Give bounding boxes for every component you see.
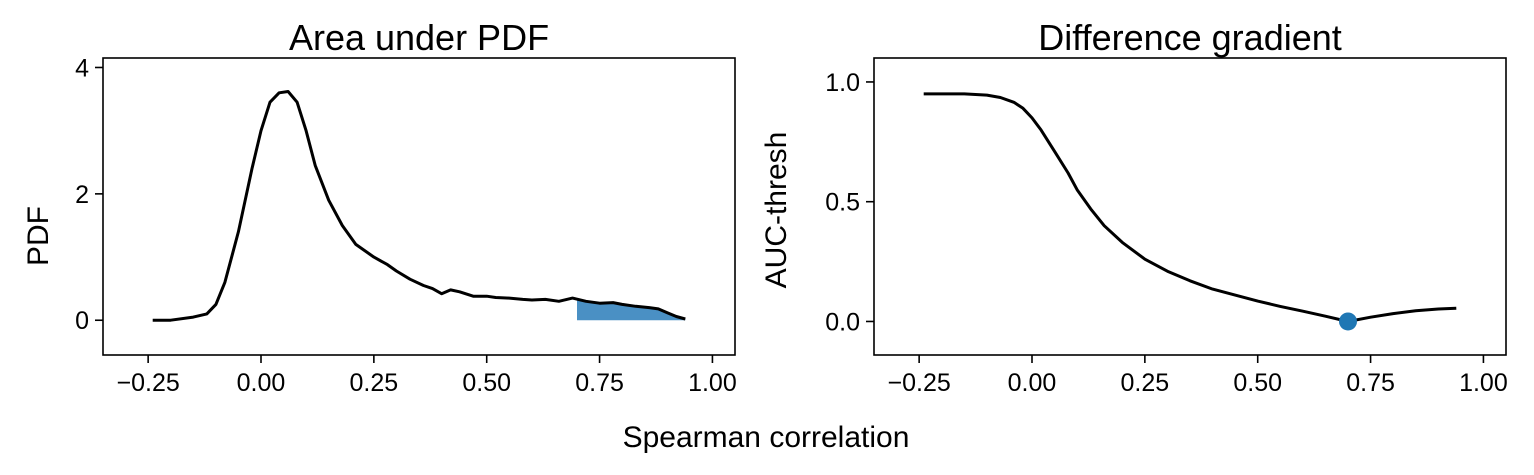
pdf-x-tick-label: 0.50 bbox=[462, 369, 511, 397]
pdf-chart-title: Area under PDF bbox=[289, 17, 549, 58]
gradient-x-tick-label: 0.75 bbox=[1346, 369, 1395, 397]
gradient-x-tick-label: 1.00 bbox=[1459, 369, 1508, 397]
pdf-x-tick-label: −0.25 bbox=[117, 369, 180, 397]
gradient-y-tick-label: 0.5 bbox=[825, 189, 860, 217]
pdf-plot-area: −0.25 0.00 0.25 0.50 0.75 1.00 0 2 4 bbox=[75, 54, 737, 397]
pdf-axes-frame bbox=[102, 57, 736, 356]
pdf-curve-line bbox=[152, 90, 686, 322]
pdf-y-tick-label: 2 bbox=[75, 181, 89, 209]
gradient-chart-title: Difference gradient bbox=[1038, 17, 1342, 58]
pdf-y-axis-label: PDF bbox=[22, 206, 55, 266]
gradient-x-tick-label: −0.25 bbox=[888, 369, 951, 397]
gradient-axes-frame bbox=[873, 57, 1507, 356]
gradient-x-tick-label: 0.25 bbox=[1121, 369, 1170, 397]
gradient-x-tick-label: 0.50 bbox=[1233, 369, 1282, 397]
pdf-x-tick-label: 0.00 bbox=[237, 369, 286, 397]
gradient-x-tick-label: 0.00 bbox=[1008, 369, 1057, 397]
gradient-min-marker bbox=[1339, 312, 1357, 331]
pdf-y-tick-label: 4 bbox=[75, 54, 89, 82]
gradient-panel: Difference gradient AUC-thresh −0.25 0.00… bbox=[760, 17, 1508, 397]
gradient-curve-line bbox=[923, 92, 1457, 323]
pdf-y-tick-label: 0 bbox=[75, 307, 89, 335]
gradient-y-tick-label: 0.0 bbox=[825, 308, 860, 336]
gradient-plot-area: −0.25 0.00 0.25 0.50 0.75 1.00 0.0 0.5 1.0 bbox=[825, 69, 1508, 397]
pdf-x-tick-label: 1.00 bbox=[688, 369, 737, 397]
pdf-x-tick-label: 0.75 bbox=[575, 369, 624, 397]
pdf-panel: Area under PDF PDF −0.25 0.00 0.25 0.50 0.75… bbox=[22, 17, 737, 397]
pdf-x-tick-label: 0.25 bbox=[350, 369, 399, 397]
gradient-y-axis-label: AUC-thresh bbox=[760, 132, 793, 289]
shared-x-axis-label: Spearman correlation bbox=[623, 421, 910, 454]
gradient-y-tick-label: 1.0 bbox=[825, 69, 860, 97]
